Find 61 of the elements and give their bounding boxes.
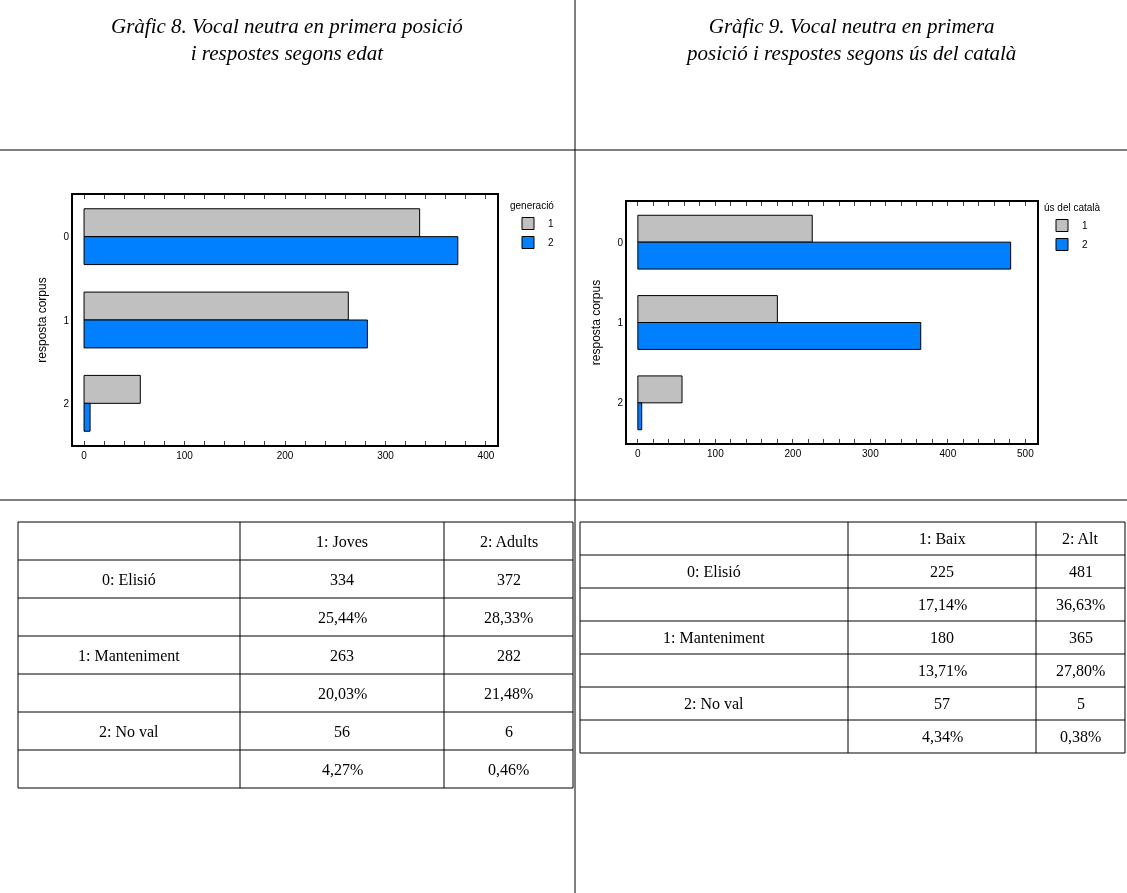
text: 372 (497, 571, 521, 588)
x-tick-label: 400 (477, 450, 495, 461)
text: 180 (930, 629, 954, 646)
y-axis-title: resposta corpus (35, 277, 50, 363)
text: 225 (930, 563, 954, 580)
x-tick-label: 200 (276, 450, 294, 461)
text: 27,80% (1056, 662, 1106, 679)
text: 334 (330, 571, 354, 588)
text: 4,27% (322, 761, 364, 778)
text: 21,48% (484, 685, 534, 702)
text: 28,33% (484, 609, 534, 626)
text: 263 (330, 647, 354, 664)
text: 1: Baix (919, 530, 966, 547)
text: 2: No val (684, 695, 745, 712)
text: 2: Alt (1062, 530, 1099, 547)
legend-label: 1 (1082, 220, 1088, 232)
text: 20,03% (318, 685, 368, 702)
text: 0,38% (1060, 728, 1102, 745)
legend-label: 2 (1082, 239, 1088, 251)
text: 0,46% (488, 761, 530, 778)
x-tick-label: 300 (377, 450, 395, 461)
x-tick-label: 200 (784, 448, 802, 459)
text: 1: Manteniment (78, 647, 181, 664)
chart-title: Gràfic 9. Vocal neutra en primera posició i respostes segons ús del català (685, 14, 1017, 66)
y-axis-title: resposta corpus (589, 279, 604, 366)
legend-label: 2 (548, 237, 554, 249)
y-tick-label: 0 (63, 231, 70, 243)
chart-title: Gràfic 8. Vocal neutra en primera posició i respostes segons edat (111, 14, 464, 66)
y-tick-label: 2 (617, 397, 624, 409)
text: 6 (505, 723, 513, 740)
y-tick-label: 1 (63, 314, 70, 326)
x-tick-label: 100 (707, 448, 725, 459)
legend-title: generació (510, 200, 555, 211)
text: 17,14% (918, 596, 968, 613)
legend-title: ús del català (1044, 202, 1101, 213)
y-tick-label: 0 (617, 236, 624, 248)
x-tick-label: 0 (635, 448, 642, 459)
text: 1: Manteniment (663, 629, 766, 646)
x-tick-label: 0 (81, 450, 88, 461)
y-tick-label: 1 (617, 317, 624, 328)
text: 25,44% (318, 609, 368, 626)
text: 0: Elisió (687, 563, 741, 580)
text: 282 (497, 647, 521, 664)
y-tick-label: 2 (63, 397, 70, 409)
text: 36,63% (1056, 596, 1106, 613)
text: 13,71% (918, 662, 968, 679)
x-tick-label: 500 (1017, 448, 1035, 459)
text: 2: Adults (480, 533, 539, 550)
legend-label: 1 (548, 218, 554, 230)
text: 365 (1069, 629, 1093, 646)
text: 57 (934, 695, 950, 712)
text: 481 (1069, 563, 1093, 580)
text: 1: Joves (316, 533, 368, 550)
text: 56 (334, 723, 350, 740)
x-tick-label: 400 (939, 448, 957, 459)
x-tick-label: 100 (176, 450, 194, 461)
text: 4,34% (922, 728, 964, 745)
text: 0: Elisió (102, 571, 156, 588)
text: 2: No val (99, 723, 160, 740)
x-tick-label: 300 (862, 448, 880, 459)
text: 5 (1077, 695, 1085, 712)
